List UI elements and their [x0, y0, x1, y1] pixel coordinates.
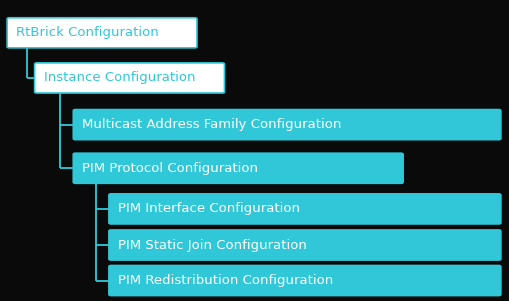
FancyBboxPatch shape: [73, 153, 403, 183]
FancyBboxPatch shape: [7, 18, 197, 48]
FancyBboxPatch shape: [109, 230, 501, 260]
FancyBboxPatch shape: [73, 110, 501, 140]
FancyBboxPatch shape: [109, 265, 501, 296]
Text: Multicast Address Family Configuration: Multicast Address Family Configuration: [82, 118, 342, 131]
Text: Instance Configuration: Instance Configuration: [44, 71, 195, 85]
Text: PIM Protocol Configuration: PIM Protocol Configuration: [82, 162, 259, 175]
FancyBboxPatch shape: [35, 63, 224, 93]
FancyBboxPatch shape: [109, 194, 501, 224]
Text: PIM Redistribution Configuration: PIM Redistribution Configuration: [118, 274, 333, 287]
Text: PIM Static Join Configuration: PIM Static Join Configuration: [118, 238, 307, 252]
Text: RtBrick Configuration: RtBrick Configuration: [16, 26, 159, 39]
Text: PIM Interface Configuration: PIM Interface Configuration: [118, 202, 300, 216]
